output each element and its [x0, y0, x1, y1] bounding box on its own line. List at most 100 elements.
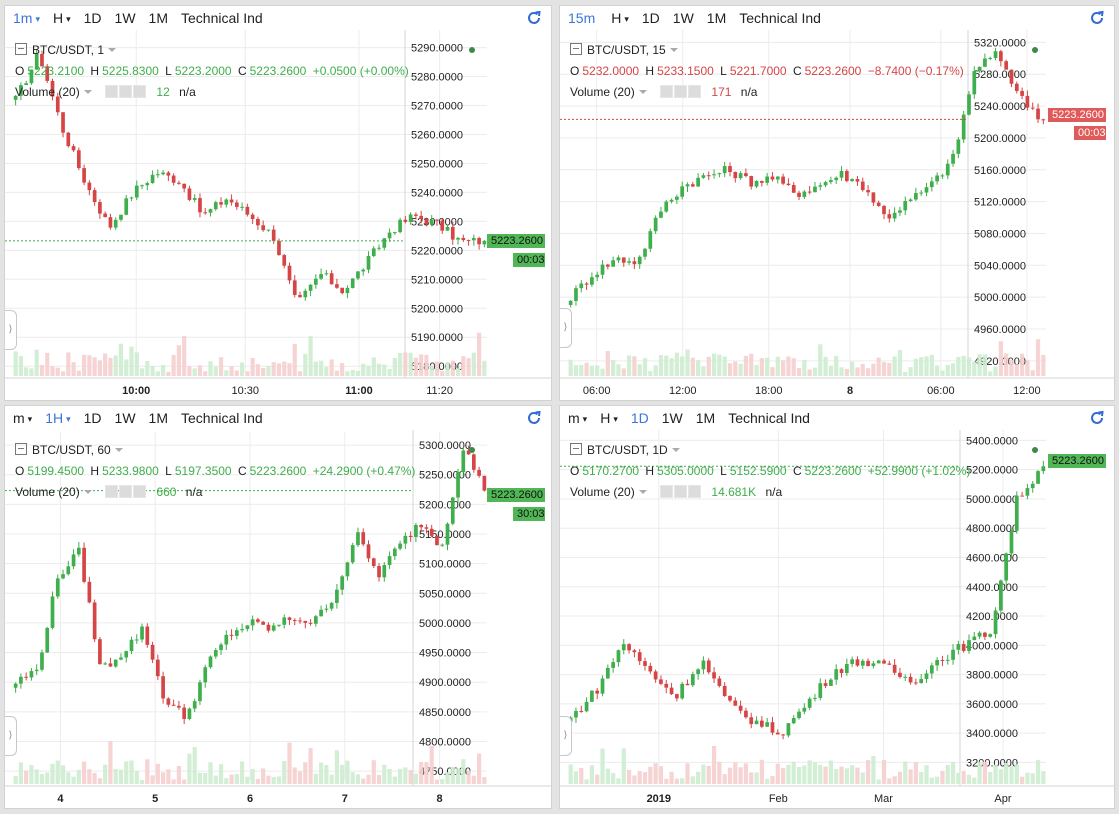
candle-body [140, 185, 144, 187]
interval-select[interactable]: m ▾ [13, 410, 33, 426]
interval-1w-button[interactable]: 1W [114, 410, 136, 426]
candle-body [55, 96, 60, 113]
chevron-down-icon[interactable] [83, 490, 92, 494]
candle-body [313, 616, 318, 624]
candle-body [892, 212, 897, 219]
indicators-button[interactable]: Technical Ind [181, 410, 263, 426]
volume-bar [303, 353, 308, 376]
volume-bar [733, 361, 738, 376]
hours-select[interactable]: 1H ▾ [45, 410, 71, 426]
volume-bar [482, 360, 487, 376]
gear-icon[interactable] [674, 85, 688, 98]
interval-select[interactable]: 15m [568, 10, 596, 26]
volume-bar [387, 768, 392, 784]
close-icon[interactable] [133, 85, 147, 98]
price-chart[interactable]: 5320.0000 5280.0000 5240.0000 5200.0000 5160… [560, 30, 1114, 400]
interval-1d-button[interactable]: 1D [83, 10, 102, 26]
volume-na: n/a [765, 485, 783, 499]
indicators-button[interactable]: Technical Ind [739, 10, 821, 26]
interval-1w-button[interactable]: 1W [114, 10, 136, 26]
volume-bar [340, 764, 345, 784]
interval-1w-button[interactable]: 1W [661, 410, 683, 426]
volume-bar [1014, 764, 1019, 784]
symbol-label: BTC/USDT, 1 [32, 43, 105, 57]
side-panel-toggle[interactable]: ⟩ [560, 716, 572, 756]
refresh-icon[interactable] [1088, 9, 1106, 27]
collapse-legend-icon[interactable] [570, 43, 582, 55]
interval-1d-button[interactable]: 1D [630, 410, 649, 426]
gear-icon[interactable] [119, 85, 133, 98]
refresh-icon[interactable] [525, 9, 543, 27]
price-chart[interactable]: 5400.0000 5200.0000 5000.0000 4800.0000 4600… [560, 430, 1114, 808]
refresh-icon[interactable] [1088, 409, 1106, 427]
candle-body [198, 682, 202, 702]
interval-1mo-button[interactable]: 1M [706, 10, 727, 26]
volume-bar [382, 364, 387, 376]
interval-1w-button[interactable]: 1W [672, 10, 694, 26]
candle-body [429, 219, 434, 225]
collapse-legend-icon[interactable] [570, 443, 582, 455]
interval-1mo-button[interactable]: 1M [695, 410, 716, 426]
chevron-down-icon[interactable] [83, 90, 92, 94]
candle-body [637, 256, 642, 265]
volume-bar [345, 760, 350, 784]
open-value: 5232.0000 [582, 64, 640, 78]
indicators-button[interactable]: Technical Ind [728, 410, 810, 426]
eye-icon[interactable] [660, 485, 674, 498]
eye-icon[interactable] [660, 85, 674, 98]
low-label: L [165, 64, 172, 78]
interval-1d-button[interactable]: 1D [83, 410, 102, 426]
gear-icon[interactable] [119, 485, 133, 498]
chevron-down-icon[interactable] [671, 448, 680, 452]
volume-bar [397, 352, 403, 376]
collapse-legend-icon[interactable] [15, 443, 27, 455]
close-icon[interactable] [688, 85, 702, 98]
eye-icon[interactable] [105, 485, 119, 498]
volume-bar [674, 352, 680, 376]
interval-select[interactable]: m ▾ [568, 410, 588, 426]
volume-bar [97, 360, 103, 376]
volume-bar [860, 772, 865, 784]
eye-icon[interactable] [105, 85, 119, 98]
candle-body [266, 624, 271, 631]
price-chart[interactable]: 5290.0000 5280.0000 5270.0000 5260.0000 5250… [5, 30, 551, 400]
refresh-icon[interactable] [525, 409, 543, 427]
hours-select[interactable]: H ▾ [600, 410, 618, 426]
indicators-button[interactable]: Technical Ind [181, 10, 263, 26]
volume-bar [711, 746, 717, 784]
volume-bar [229, 774, 234, 784]
candle-body [866, 660, 870, 667]
candle-body [92, 190, 97, 203]
y-tick-label: 5220.0000 [411, 245, 463, 257]
interval-select[interactable]: 1m ▾ [13, 10, 40, 26]
chevron-down-icon[interactable] [108, 48, 117, 52]
side-panel-toggle[interactable]: ⟩ [560, 308, 572, 348]
hours-select[interactable]: H ▾ [611, 10, 629, 26]
interval-1mo-button[interactable]: 1M [148, 10, 168, 26]
side-panel-toggle[interactable]: ⟩ [5, 310, 17, 350]
close-icon[interactable] [133, 485, 147, 498]
collapse-legend-icon[interactable] [15, 43, 27, 55]
volume-bar [103, 764, 108, 784]
price-chart[interactable]: 5300.00005250.00005200.00005150.00005100… [5, 430, 551, 808]
chevron-down-icon[interactable] [638, 90, 647, 94]
chevron-down-icon[interactable] [669, 48, 678, 52]
y-tick-label: 5270.0000 [411, 101, 463, 113]
volume-bar [81, 354, 87, 376]
candle-body [574, 710, 578, 718]
volume-na: n/a [179, 85, 196, 99]
candle-body [13, 683, 18, 688]
volume-bar [850, 765, 855, 784]
interval-1d-button[interactable]: 1D [641, 10, 660, 26]
chevron-down-icon[interactable] [638, 490, 647, 494]
volume-na: n/a [185, 485, 203, 499]
gear-icon[interactable] [674, 485, 688, 498]
candle-body [568, 300, 573, 305]
volume-bar [445, 362, 450, 376]
volume-bar [844, 368, 849, 376]
hours-select[interactable]: H ▾ [52, 10, 71, 26]
close-icon[interactable] [688, 485, 702, 498]
side-panel-toggle[interactable]: ⟩ [5, 716, 17, 756]
interval-1mo-button[interactable]: 1M [148, 410, 168, 426]
chevron-down-icon[interactable] [114, 448, 123, 452]
